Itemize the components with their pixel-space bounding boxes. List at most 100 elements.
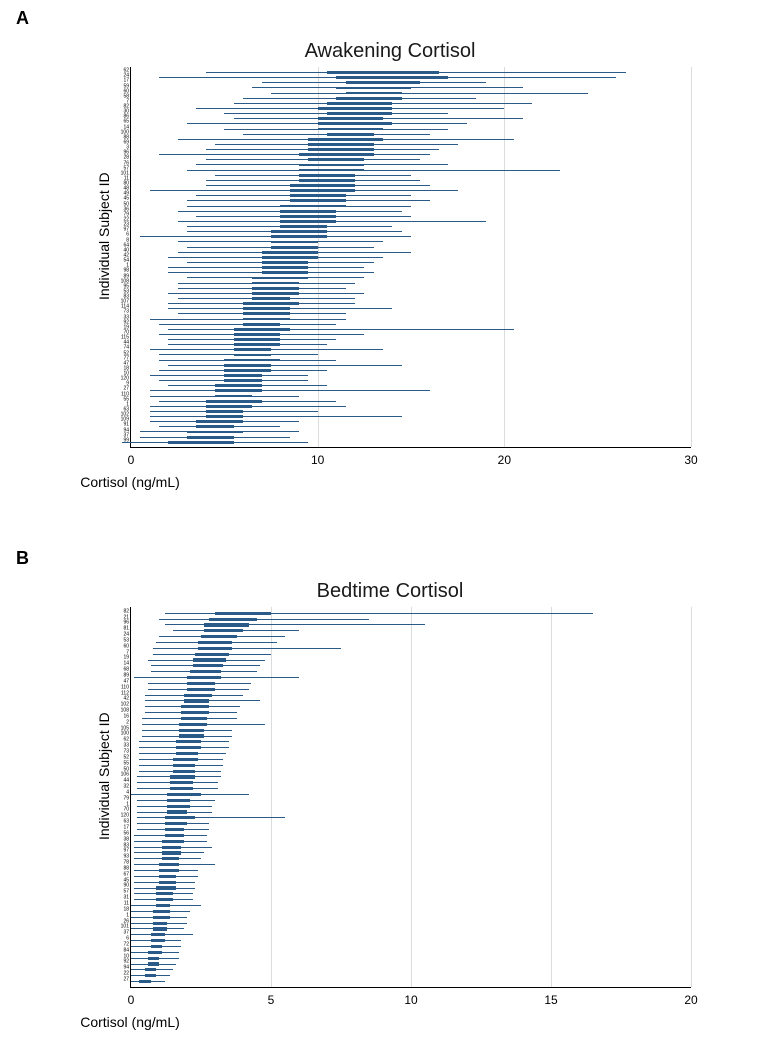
whisker bbox=[159, 619, 369, 620]
iqr-box bbox=[159, 863, 179, 866]
iqr-box bbox=[167, 810, 187, 813]
whisker bbox=[187, 170, 560, 171]
iqr-box bbox=[193, 664, 224, 667]
iqr-box bbox=[234, 354, 271, 357]
gridline bbox=[551, 607, 552, 987]
iqr-box bbox=[198, 641, 232, 644]
x-tick-label: 5 bbox=[268, 993, 275, 1007]
y-tick-label: 50 bbox=[123, 768, 131, 771]
iqr-box bbox=[170, 781, 192, 784]
iqr-box bbox=[165, 828, 185, 831]
panel-a-ylabel: Individual Subject ID bbox=[96, 172, 112, 300]
iqr-box bbox=[271, 235, 327, 238]
iqr-box bbox=[209, 618, 257, 621]
iqr-box bbox=[308, 138, 383, 141]
y-tick-label: 88 bbox=[123, 868, 131, 871]
y-tick-label: 94 bbox=[123, 967, 131, 970]
panel-b-plot: 0510152082219681245360719146889471101124… bbox=[130, 607, 691, 988]
panel-b-title: Bedtime Cortisol bbox=[90, 580, 690, 603]
panel-a-label: A bbox=[16, 8, 29, 29]
iqr-box bbox=[290, 184, 355, 187]
iqr-box bbox=[336, 87, 411, 90]
y-tick-label: 106 bbox=[121, 774, 131, 777]
iqr-box bbox=[162, 857, 179, 860]
y-tick-label: 102 bbox=[121, 704, 131, 707]
iqr-box bbox=[280, 210, 336, 213]
iqr-box bbox=[243, 302, 299, 305]
y-tick-label: 68 bbox=[123, 669, 131, 672]
y-tick-label: 57 bbox=[123, 891, 131, 894]
iqr-box bbox=[201, 635, 237, 638]
x-tick-label: 20 bbox=[684, 993, 697, 1007]
iqr-box bbox=[153, 922, 167, 925]
iqr-box bbox=[151, 939, 165, 942]
iqr-box bbox=[162, 846, 182, 849]
y-tick-label: 108 bbox=[121, 710, 131, 713]
y-tick-label: 96 bbox=[123, 622, 131, 625]
y-tick-label: 62 bbox=[123, 739, 131, 742]
y-tick-label: 45 bbox=[123, 879, 131, 882]
y-tick-label: 16 bbox=[123, 716, 131, 719]
iqr-box bbox=[173, 770, 195, 773]
iqr-box bbox=[224, 364, 271, 367]
iqr-box bbox=[262, 271, 309, 274]
iqr-box bbox=[299, 174, 355, 177]
iqr-box bbox=[165, 834, 185, 837]
iqr-box bbox=[243, 318, 290, 321]
iqr-box bbox=[243, 307, 290, 310]
iqr-box bbox=[262, 266, 309, 269]
iqr-box bbox=[151, 945, 162, 948]
y-tick-label: 14 bbox=[123, 663, 131, 666]
iqr-box bbox=[167, 793, 201, 796]
iqr-box bbox=[280, 215, 336, 218]
y-tick-label: 89 bbox=[123, 675, 131, 678]
y-tick-label: 22 bbox=[123, 973, 131, 976]
iqr-box bbox=[215, 612, 271, 615]
iqr-box bbox=[252, 277, 308, 280]
iqr-box bbox=[224, 369, 271, 372]
iqr-box bbox=[159, 881, 176, 884]
iqr-box bbox=[234, 333, 281, 336]
iqr-box bbox=[280, 205, 345, 208]
iqr-box bbox=[206, 410, 243, 413]
iqr-box bbox=[204, 629, 243, 632]
iqr-box bbox=[156, 886, 176, 889]
gridline bbox=[691, 67, 692, 447]
iqr-box bbox=[204, 623, 249, 626]
iqr-box bbox=[173, 758, 198, 761]
y-tick-label: 11 bbox=[124, 903, 131, 906]
x-tick-label: 30 bbox=[684, 453, 697, 467]
iqr-box bbox=[156, 892, 173, 895]
panel-b-ylabel: Individual Subject ID bbox=[96, 712, 112, 840]
iqr-box bbox=[234, 343, 281, 346]
iqr-box bbox=[234, 348, 271, 351]
iqr-box bbox=[162, 840, 184, 843]
iqr-box bbox=[299, 153, 374, 156]
iqr-box bbox=[308, 148, 373, 151]
y-tick-label: 44 bbox=[123, 780, 131, 783]
y-tick-label: 93 bbox=[123, 856, 131, 859]
iqr-box bbox=[181, 705, 209, 708]
y-tick-label: 92 bbox=[123, 961, 131, 964]
iqr-box bbox=[215, 384, 262, 387]
y-tick-label: 38 bbox=[123, 838, 131, 841]
x-tick-label: 10 bbox=[404, 993, 417, 1007]
iqr-box bbox=[243, 312, 290, 315]
iqr-box bbox=[206, 400, 262, 403]
iqr-box bbox=[198, 647, 232, 650]
y-tick-label: 112 bbox=[121, 692, 131, 695]
iqr-box bbox=[195, 653, 229, 656]
iqr-box bbox=[176, 746, 201, 749]
iqr-box bbox=[243, 323, 280, 326]
iqr-box bbox=[299, 169, 364, 172]
figure-root: A Awakening Cortisol 0102030622417596058… bbox=[0, 0, 757, 1050]
gridline bbox=[504, 67, 505, 447]
iqr-box bbox=[170, 787, 192, 790]
iqr-box bbox=[145, 968, 156, 971]
iqr-box bbox=[184, 699, 209, 702]
x-tick-label: 20 bbox=[498, 453, 511, 467]
iqr-box bbox=[148, 962, 159, 965]
iqr-box bbox=[173, 764, 195, 767]
iqr-box bbox=[153, 927, 167, 930]
iqr-box bbox=[262, 256, 318, 259]
